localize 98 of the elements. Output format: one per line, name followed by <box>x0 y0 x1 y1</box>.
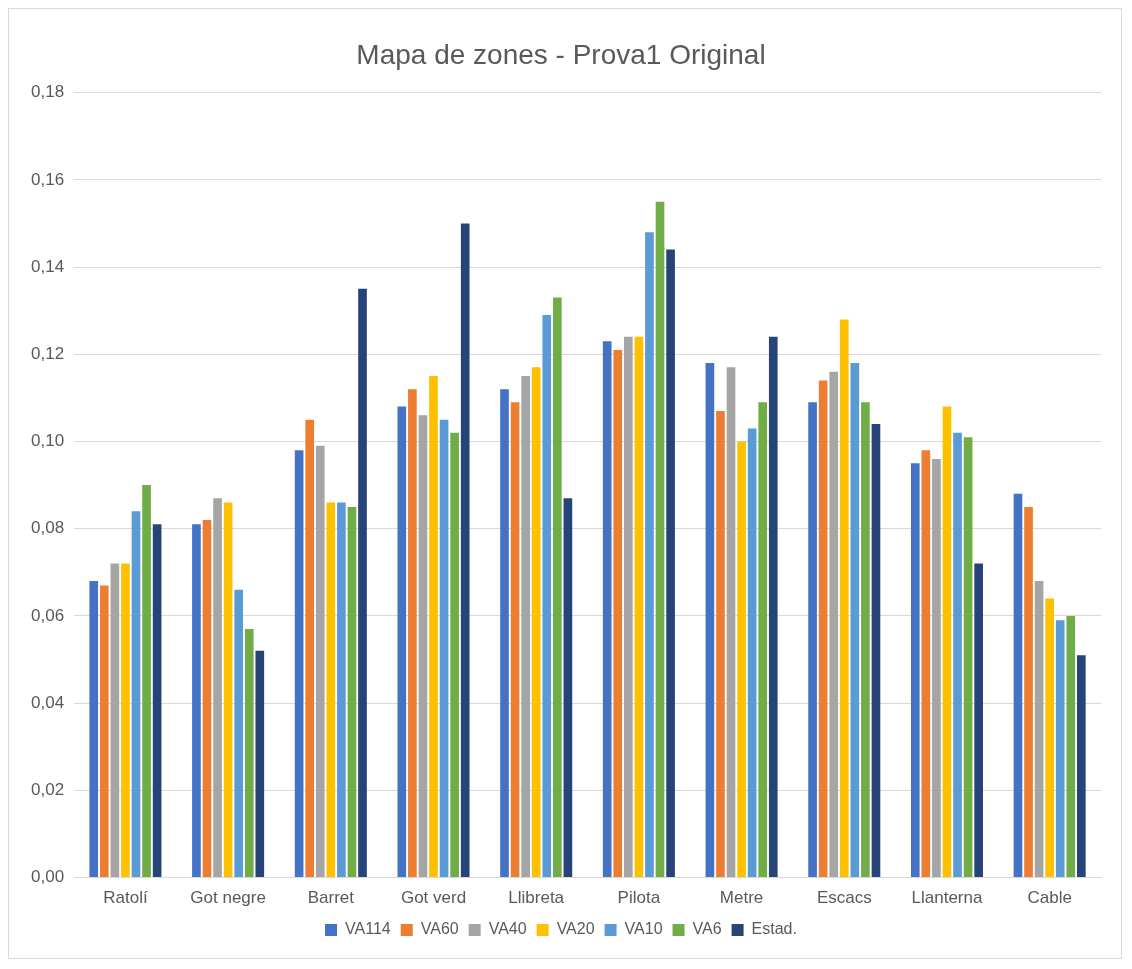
bar <box>326 502 336 878</box>
bar <box>871 424 881 878</box>
legend-label: VA20 <box>556 920 595 938</box>
x-tick-label: Pilota <box>617 888 661 908</box>
x-tick-label: Ratolí <box>103 888 148 908</box>
bar <box>758 402 768 878</box>
bar <box>244 629 254 878</box>
bar <box>192 524 201 878</box>
bar <box>552 297 562 878</box>
bar <box>666 249 675 878</box>
bar <box>255 650 265 878</box>
bar <box>408 389 417 878</box>
bar <box>974 563 983 878</box>
bar <box>213 498 222 878</box>
y-tick-label: 0,06 <box>30 605 65 625</box>
bar <box>397 406 407 878</box>
bar <box>850 362 860 878</box>
bar <box>1077 655 1086 878</box>
bar <box>808 402 817 878</box>
bar <box>645 232 654 878</box>
x-tick-label: Barret <box>307 888 355 908</box>
bar <box>726 367 736 878</box>
bar <box>521 376 530 878</box>
y-tick-label: 0,16 <box>30 169 65 189</box>
chart-title: Mapa de zones - Prova1 Original <box>356 38 766 70</box>
y-tick-label: 0,08 <box>30 518 65 538</box>
bar <box>315 445 325 878</box>
y-tick-label: 0,18 <box>30 82 65 102</box>
bar <box>142 485 151 878</box>
bar <box>152 524 162 878</box>
bar <box>655 201 665 878</box>
bar <box>89 581 99 878</box>
bar <box>829 371 839 878</box>
bar <box>747 428 757 878</box>
bar <box>305 419 315 878</box>
bar <box>932 458 941 878</box>
bar <box>705 362 715 878</box>
bar <box>460 223 470 878</box>
bar <box>418 415 428 878</box>
bar <box>861 402 870 878</box>
bar <box>358 288 367 878</box>
bar <box>542 315 552 878</box>
bar <box>737 441 746 878</box>
bar <box>439 419 449 878</box>
bar <box>223 502 233 878</box>
bar <box>202 519 212 878</box>
y-tick-label: 0,02 <box>30 780 65 800</box>
bar <box>500 389 509 878</box>
bar <box>510 402 520 878</box>
bar <box>634 336 644 878</box>
y-tick-label: 0,12 <box>30 343 65 363</box>
y-tick-label: 0,14 <box>30 256 65 276</box>
bar <box>1055 620 1065 878</box>
bar <box>563 498 573 878</box>
bar <box>347 506 357 878</box>
bar <box>768 336 778 878</box>
bar <box>531 367 541 878</box>
x-tick-label: Metre <box>719 888 764 908</box>
bar <box>110 563 120 878</box>
x-tick-label: Got verd <box>400 888 467 908</box>
x-tick-label: Llibreta <box>508 888 565 908</box>
bar <box>963 437 973 878</box>
bar <box>942 406 952 878</box>
bar <box>1013 493 1023 878</box>
legend-label: VA60 <box>420 920 459 938</box>
y-tick-label: 0,10 <box>30 431 65 451</box>
bar <box>818 380 828 878</box>
y-tick-label: 0,00 <box>30 867 65 887</box>
bar <box>294 450 304 878</box>
bar <box>910 463 920 878</box>
legend-label: Estad. <box>751 920 797 938</box>
y-tick-label: 0,04 <box>30 692 65 712</box>
bar <box>1024 506 1033 878</box>
bar <box>839 319 849 878</box>
legend-label: VA6 <box>692 920 722 938</box>
bar <box>131 511 141 878</box>
legend-label: VA40 <box>488 920 527 938</box>
bar <box>450 432 459 878</box>
bar <box>613 349 623 878</box>
x-tick-label: Llanterna <box>911 888 983 908</box>
bar <box>1066 615 1076 878</box>
bar <box>953 432 962 878</box>
bar <box>921 450 931 878</box>
bar <box>624 336 633 878</box>
legend-label: VA114 <box>345 920 391 938</box>
bar <box>99 585 109 878</box>
bar <box>602 341 612 878</box>
x-tick-label: Cable <box>1027 888 1072 908</box>
x-tick-label: Got negre <box>190 888 266 908</box>
bar <box>1045 598 1054 878</box>
bar <box>716 410 725 878</box>
bar <box>429 376 438 878</box>
bar <box>121 563 130 878</box>
x-tick-label: Escacs <box>816 888 872 908</box>
bar <box>1034 581 1044 878</box>
bar <box>234 589 244 878</box>
bar <box>337 502 346 878</box>
legend-label: VA10 <box>624 920 663 938</box>
